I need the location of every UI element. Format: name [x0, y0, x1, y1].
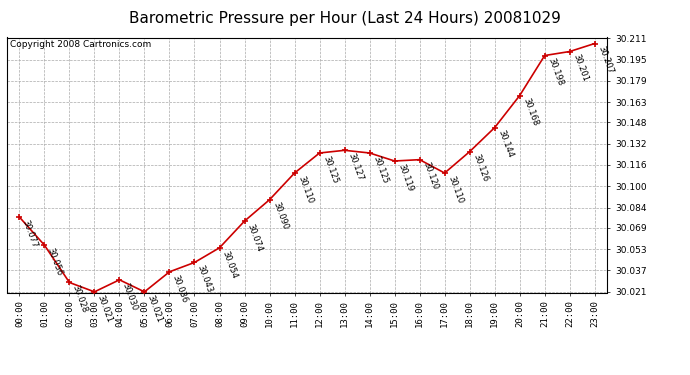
- Text: 30.074: 30.074: [246, 222, 264, 253]
- Text: 30.126: 30.126: [471, 153, 489, 183]
- Text: 30.110: 30.110: [296, 174, 315, 205]
- Text: 30.043: 30.043: [196, 264, 215, 294]
- Text: 30.198: 30.198: [546, 57, 564, 87]
- Text: 30.021: 30.021: [146, 293, 164, 324]
- Text: 30.207: 30.207: [596, 45, 615, 75]
- Text: Copyright 2008 Cartronics.com: Copyright 2008 Cartronics.com: [10, 40, 151, 49]
- Text: 30.028: 30.028: [71, 284, 89, 314]
- Text: 30.144: 30.144: [496, 129, 515, 159]
- Text: 30.056: 30.056: [46, 246, 64, 277]
- Text: 30.090: 30.090: [271, 201, 289, 231]
- Text: 30.125: 30.125: [321, 154, 339, 185]
- Text: 30.120: 30.120: [421, 161, 440, 191]
- Text: 30.168: 30.168: [521, 97, 540, 128]
- Text: 30.110: 30.110: [446, 174, 464, 205]
- Text: 30.036: 30.036: [171, 273, 189, 304]
- Text: 30.021: 30.021: [96, 293, 115, 324]
- Text: 30.030: 30.030: [121, 281, 139, 312]
- Text: 30.119: 30.119: [396, 162, 415, 193]
- Text: 30.127: 30.127: [346, 152, 364, 182]
- Text: 30.077: 30.077: [21, 219, 39, 249]
- Text: 30.201: 30.201: [571, 53, 589, 83]
- Text: 30.054: 30.054: [221, 249, 239, 279]
- Text: 30.125: 30.125: [371, 154, 389, 185]
- Text: Barometric Pressure per Hour (Last 24 Hours) 20081029: Barometric Pressure per Hour (Last 24 Ho…: [129, 11, 561, 26]
